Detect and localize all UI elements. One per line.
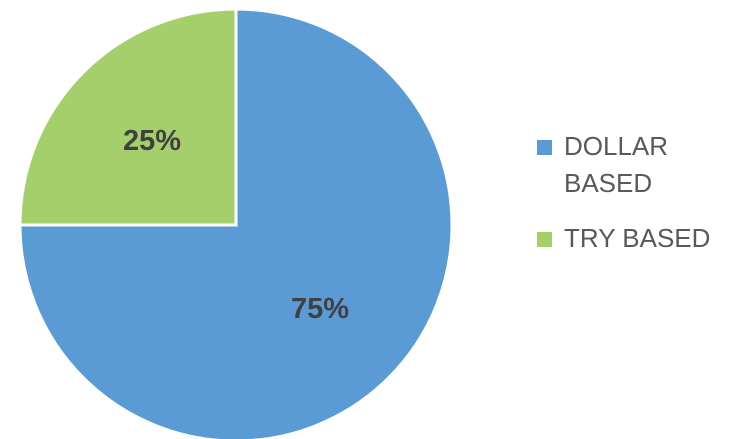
legend-swatch-dollar-based	[537, 140, 552, 155]
data-label-dollar-based: 75%	[291, 293, 349, 325]
legend-label-dollar-based: DOLLAR BASED	[564, 131, 669, 198]
chart-legend: DOLLAR BASED TRY BASED	[537, 128, 742, 275]
pie-slice-try-based	[18, 7, 238, 227]
legend-swatch-try-based	[537, 232, 552, 247]
legend-item-try-based: TRY BASED	[537, 220, 742, 257]
legend-label-try-based: TRY BASED	[564, 223, 711, 253]
legend-item-dollar-based: DOLLAR BASED	[537, 128, 742, 202]
data-label-try-based: 25%	[123, 125, 181, 157]
